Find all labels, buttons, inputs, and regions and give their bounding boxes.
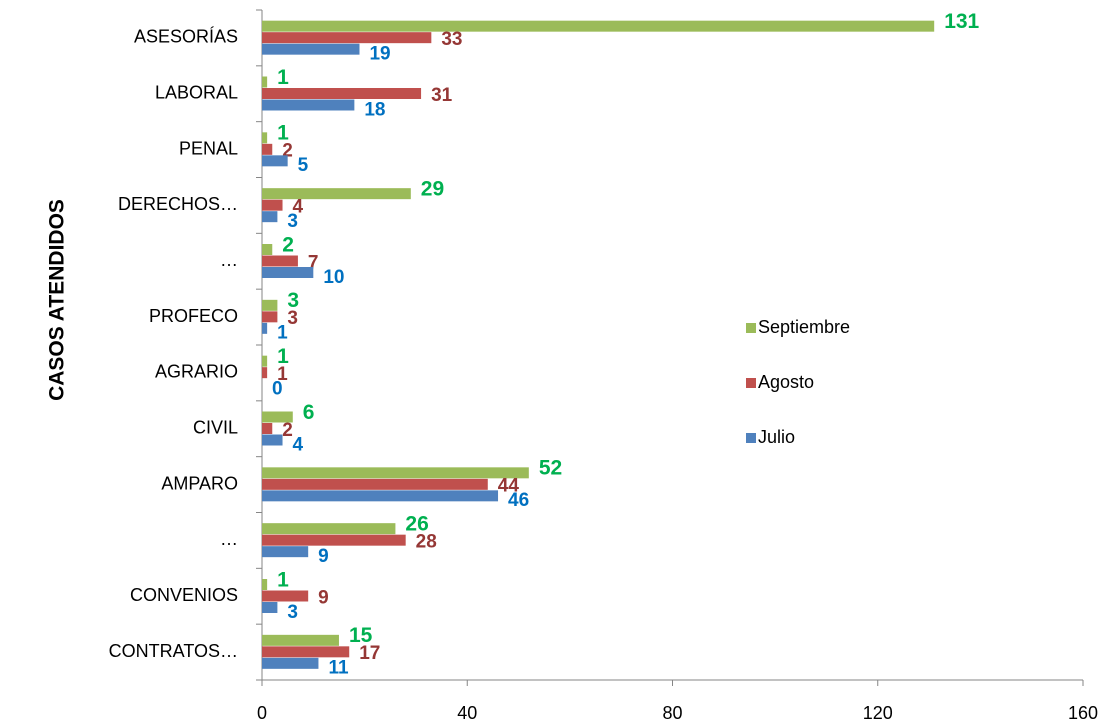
x-tick-label: 80: [662, 703, 682, 723]
value-label: 29: [421, 177, 444, 200]
bar: [262, 590, 309, 602]
bar: [262, 299, 278, 311]
bar: [262, 43, 360, 55]
value-label: 4: [293, 196, 304, 217]
bar: [262, 657, 319, 669]
value-label: 9: [318, 546, 329, 567]
value-label: 2: [282, 420, 293, 441]
bar: [262, 20, 935, 32]
value-label: 7: [308, 252, 319, 273]
y-tick-label: DERECHOS…: [118, 194, 238, 214]
value-label: 18: [364, 99, 385, 120]
bar: [262, 143, 273, 155]
legend-label: Septiembre: [758, 317, 850, 337]
bar: [262, 467, 529, 479]
y-tick-label: …: [220, 250, 238, 270]
value-label: 46: [508, 490, 529, 511]
value-label: 1: [277, 66, 289, 89]
value-label: 131: [944, 10, 979, 33]
y-tick-label: AGRARIO: [155, 362, 238, 382]
bar: [262, 188, 411, 200]
bar: [262, 99, 355, 111]
value-label: 3: [287, 211, 298, 232]
bar: [262, 267, 314, 278]
value-label: 1: [277, 568, 289, 591]
y-tick-label: PENAL: [179, 138, 238, 158]
value-label: 2: [282, 141, 293, 162]
value-label: 52: [539, 457, 562, 480]
bar: [262, 155, 288, 167]
bar: [262, 76, 268, 88]
x-tick-label: 0: [257, 703, 267, 723]
value-label: 19: [369, 43, 390, 64]
value-label: 28: [416, 531, 437, 552]
value-label: 1: [277, 364, 288, 385]
value-label: 10: [323, 267, 344, 288]
value-label: 1: [277, 323, 288, 344]
bar: [262, 646, 350, 658]
value-label: 3: [287, 602, 298, 623]
value-label: 3: [287, 308, 298, 329]
x-tick-label: 120: [863, 703, 893, 723]
legend-swatch: [746, 378, 756, 388]
value-label: 1: [277, 345, 289, 368]
x-tick-label: 40: [457, 703, 477, 723]
value-label: 0: [272, 378, 283, 399]
bar: [262, 534, 406, 546]
value-label: 15: [349, 624, 373, 647]
value-label: 1: [277, 122, 289, 145]
bar: [262, 244, 273, 255]
value-label: 6: [303, 401, 315, 424]
bar: [262, 490, 499, 502]
x-tick-label: 160: [1068, 703, 1098, 723]
legend-label: Agosto: [758, 372, 814, 392]
bar: [262, 255, 298, 267]
y-tick-label: ASESORÍAS: [134, 27, 238, 47]
bar: [262, 478, 488, 490]
bar: [262, 311, 278, 323]
bar: [262, 411, 293, 423]
bar: [262, 602, 278, 613]
value-label: 17: [359, 643, 380, 664]
bar: [262, 423, 273, 434]
legend-label: Julio: [758, 427, 795, 447]
value-label: 2: [282, 233, 294, 256]
value-label: 9: [318, 587, 329, 608]
y-axis-label: CASOS ATENDIDOS: [46, 199, 69, 401]
value-label: 3: [287, 289, 299, 312]
value-label: 11: [328, 658, 349, 679]
y-tick-label: PROFECO: [149, 306, 238, 326]
bar: [262, 355, 268, 367]
y-tick-label: …: [220, 529, 238, 549]
value-label: 5: [298, 155, 309, 176]
y-tick-label: CIVIL: [193, 418, 238, 438]
value-label: 31: [431, 85, 453, 106]
bar: [262, 434, 283, 446]
legend-swatch: [746, 433, 756, 443]
bar: [262, 634, 339, 646]
y-tick-label: LABORAL: [155, 83, 238, 103]
value-label: 33: [441, 29, 462, 50]
bar: [262, 367, 268, 379]
bar: [262, 199, 283, 211]
legend-swatch: [746, 323, 756, 333]
bar: [262, 32, 432, 44]
bar: [262, 132, 268, 144]
bar: [262, 211, 278, 223]
bar: [262, 88, 422, 99]
y-tick-label: AMPARO: [161, 473, 238, 493]
y-tick-label: CONTRATOS…: [109, 641, 238, 661]
bar: [262, 579, 268, 590]
bar: [262, 523, 396, 535]
bar: [262, 322, 268, 334]
value-label: 44: [498, 476, 520, 497]
value-label: 26: [405, 512, 428, 535]
bar: [262, 546, 309, 558]
y-tick-label: CONVENIOS: [130, 585, 238, 605]
value-label: 4: [293, 434, 304, 455]
